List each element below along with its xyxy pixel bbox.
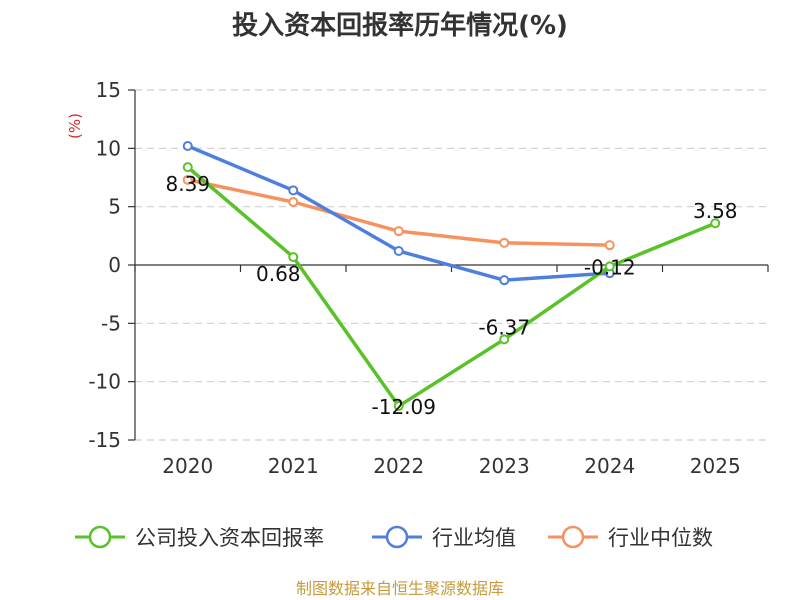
- legend-marker-icon: [88, 525, 112, 549]
- data-point: [182, 141, 193, 151]
- gridlines: [135, 89, 768, 441]
- y-tick-label: 5: [108, 195, 121, 219]
- legend-item[interactable]: 行业均值: [372, 525, 516, 550]
- data-point: [393, 401, 404, 412]
- y-axis-label: (%): [66, 113, 84, 139]
- legend-label: 行业中位数: [608, 526, 713, 550]
- data-label: -6.37: [478, 315, 530, 339]
- data-point: [288, 252, 299, 263]
- series-line: [186, 144, 612, 282]
- y-tick-label: 10: [96, 136, 121, 160]
- x-tick-label: 2020: [162, 454, 213, 478]
- x-tick-label: 2021: [268, 454, 319, 478]
- data-labels: 8.39 0.68 -12.09 -6.37 -0.12 3.58: [165, 172, 737, 419]
- x-tick-label: 2025: [690, 454, 741, 478]
- legend[interactable]: 公司投入资本回报率 行业均值 行业中位数: [75, 525, 713, 550]
- y-tick-label: 0: [108, 253, 121, 277]
- y-tick-label: -5: [101, 311, 121, 335]
- data-point: [393, 246, 404, 256]
- legend-item[interactable]: 公司投入资本回报率: [75, 525, 324, 550]
- data-point: [393, 226, 404, 237]
- chart-title: 投入资本回报率历年情况(%): [232, 10, 568, 41]
- x-tick-label: 2024: [584, 454, 635, 478]
- series-lines: [182, 141, 721, 412]
- legend-label: 行业均值: [432, 526, 516, 550]
- data-point: [499, 275, 510, 286]
- series-line: [186, 165, 717, 408]
- data-point: [288, 197, 299, 207]
- legend-item[interactable]: 行业中位数: [548, 525, 713, 550]
- data-point: [288, 185, 299, 196]
- axes: 15 10 5 0 -5 -10 -15 2020 2021 2022 2023 2024 2025: [88, 78, 769, 478]
- y-tick-label: 15: [96, 78, 121, 102]
- data-point: [182, 174, 193, 185]
- data-label: -12.09: [372, 395, 436, 419]
- legend-marker-icon: [561, 525, 585, 549]
- data-point: [710, 218, 721, 229]
- x-tick-label: 2023: [479, 454, 530, 478]
- data-point: [499, 237, 510, 248]
- data-point: [182, 162, 193, 173]
- data-label: 3.58: [693, 199, 738, 223]
- legend-label: 公司投入资本回报率: [135, 526, 324, 550]
- source-note: 制图数据来自恒生聚源数据库: [296, 579, 504, 598]
- y-tick-label: -10: [88, 370, 121, 394]
- legend-marker-icon: [385, 525, 409, 549]
- data-label: 0.68: [256, 262, 301, 286]
- data-label: -0.12: [584, 255, 636, 279]
- data-point: [604, 261, 615, 272]
- data-label: 8.39: [165, 172, 210, 196]
- x-tick-label: 2022: [373, 454, 424, 478]
- y-tick-label: -15: [88, 428, 121, 452]
- data-point: [499, 334, 510, 345]
- data-point: [604, 240, 615, 251]
